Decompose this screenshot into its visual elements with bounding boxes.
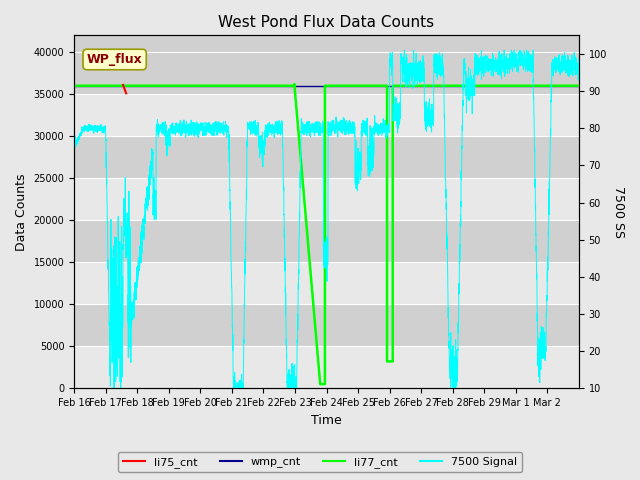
Bar [74,262,579,304]
Bar [74,52,579,94]
Bar [74,94,579,136]
Legend: li75_cnt, wmp_cnt, li77_cnt, 7500 Signal: li75_cnt, wmp_cnt, li77_cnt, 7500 Signal [118,452,522,472]
Bar [74,136,579,178]
Text: WP_flux: WP_flux [87,53,143,66]
Bar [74,220,579,262]
Title: West Pond Flux Data Counts: West Pond Flux Data Counts [218,15,435,30]
Bar [74,304,579,346]
X-axis label: Time: Time [311,414,342,427]
Bar [74,178,579,220]
Y-axis label: Data Counts: Data Counts [15,173,28,251]
Bar [74,346,579,388]
Y-axis label: 7500 SS: 7500 SS [612,186,625,238]
